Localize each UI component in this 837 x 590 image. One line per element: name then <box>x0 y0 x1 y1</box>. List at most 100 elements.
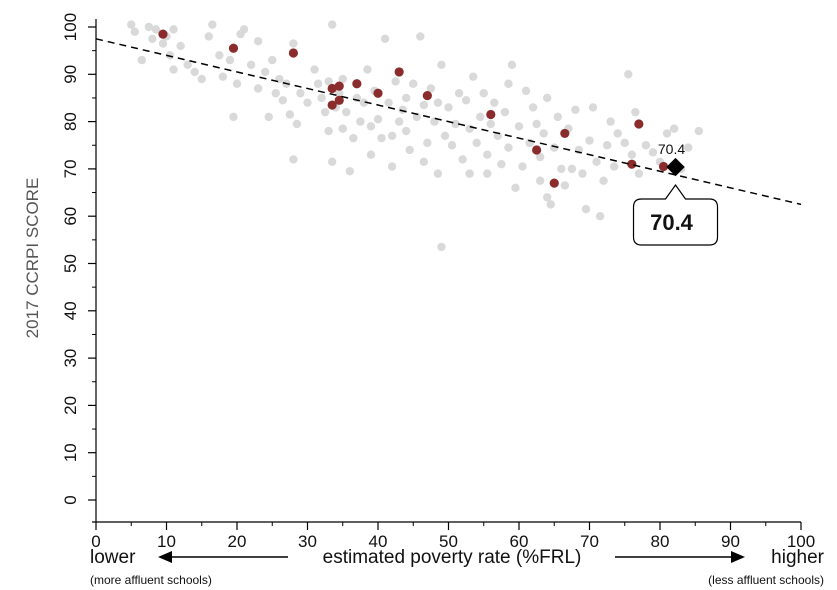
background-point <box>289 155 298 164</box>
background-point <box>500 107 510 117</box>
highlight-point <box>288 48 298 58</box>
callout-box <box>632 183 719 246</box>
x-tick-label: 90 <box>721 532 740 551</box>
background-point <box>437 60 446 70</box>
background-point <box>158 39 168 48</box>
background-point <box>409 79 418 88</box>
background-point <box>490 98 499 107</box>
background-point <box>543 93 552 103</box>
x-axis-title: estimated poverty rate (%FRL) <box>323 547 582 568</box>
highlight-point <box>422 90 432 101</box>
background-point <box>165 51 175 60</box>
background-point <box>557 164 566 174</box>
background-point <box>278 96 288 105</box>
background-point <box>349 133 358 143</box>
highlight-point <box>549 178 559 188</box>
highlight-point <box>158 29 168 39</box>
highlight-point <box>334 95 344 105</box>
background-point <box>535 176 545 185</box>
background-point <box>483 169 492 178</box>
background-point <box>324 77 333 86</box>
background-point <box>581 204 591 214</box>
x-tick-label: 50 <box>439 532 458 551</box>
background-point <box>292 119 302 129</box>
background-point <box>324 126 333 136</box>
background-point <box>539 129 548 138</box>
background-point <box>359 98 369 107</box>
background-point <box>588 103 598 112</box>
background-point <box>662 129 672 138</box>
background-point <box>130 27 139 36</box>
x-tick-label: 70 <box>580 532 599 551</box>
background-point <box>218 72 228 81</box>
highlight-point <box>532 145 542 155</box>
background-point <box>620 138 629 148</box>
background-point <box>433 169 443 178</box>
background-point <box>320 107 330 117</box>
background-point <box>514 122 524 131</box>
background-point <box>275 74 284 84</box>
background-point <box>468 72 478 81</box>
highlight-point <box>228 43 239 53</box>
background-point <box>458 155 467 164</box>
background-point <box>373 115 383 124</box>
background-point <box>345 167 354 176</box>
background-point <box>447 141 457 150</box>
background-point <box>271 89 280 98</box>
background-point <box>127 20 136 29</box>
background-point <box>285 110 295 119</box>
background-point <box>239 25 249 34</box>
background-point <box>296 89 305 98</box>
left-arrow-head <box>158 551 172 563</box>
background-point <box>366 122 376 131</box>
background-point <box>578 169 587 178</box>
background-point <box>402 93 411 103</box>
background-point <box>669 124 679 133</box>
background-point <box>535 152 545 162</box>
background-point <box>483 150 492 159</box>
background-point <box>338 74 347 84</box>
background-points-series <box>127 20 703 252</box>
background-point <box>176 41 185 51</box>
highlight-point <box>327 100 337 110</box>
background-point <box>553 112 562 122</box>
background-point <box>585 136 594 145</box>
background-point <box>335 89 344 98</box>
background-point <box>595 212 605 221</box>
background-point <box>190 67 199 77</box>
y-tick-label: 80 <box>61 112 80 131</box>
highlight-point <box>352 79 362 89</box>
background-point <box>454 89 464 98</box>
background-point <box>461 96 471 105</box>
background-point <box>380 34 390 44</box>
axes: 0 10 20 30 40 50 60 70 80 90 100 0 10 20 30 40 50 60 70 80… <box>61 13 815 551</box>
y-tick-label: 70 <box>61 159 80 178</box>
background-point <box>694 126 703 136</box>
y-tick-label: 50 <box>61 254 80 273</box>
background-point <box>183 60 192 70</box>
background-point <box>268 55 277 65</box>
background-point <box>197 74 206 84</box>
background-point <box>387 131 397 140</box>
highlight-points-series <box>158 29 669 188</box>
background-point <box>416 32 425 41</box>
highlight-point <box>634 119 644 129</box>
highlight-point <box>373 88 383 98</box>
y-tick-label: 30 <box>61 349 80 368</box>
background-point <box>571 105 580 114</box>
background-point <box>144 22 154 32</box>
background-point <box>215 51 224 60</box>
x-tick-label: 40 <box>369 532 388 551</box>
y-tick-label: 10 <box>61 443 80 462</box>
background-point <box>624 70 633 79</box>
background-point <box>303 98 312 107</box>
background-point <box>511 183 520 193</box>
background-point <box>504 79 513 88</box>
highlight-point <box>560 128 570 139</box>
background-point <box>641 141 651 150</box>
background-point <box>394 117 404 126</box>
background-point <box>497 159 506 169</box>
x-left-label: lower <box>90 547 136 568</box>
background-point <box>208 20 217 29</box>
